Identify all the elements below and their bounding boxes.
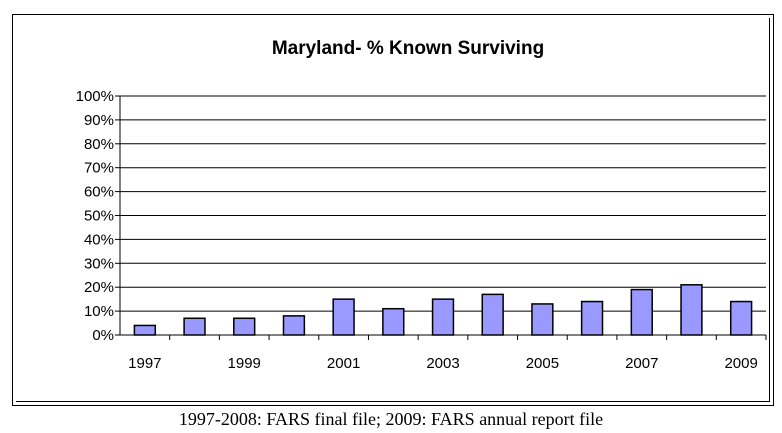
y-tick-label: 30% <box>84 255 114 272</box>
y-tick-label: 0% <box>92 327 114 344</box>
y-tick-label: 70% <box>84 160 114 177</box>
chart-title: Maryland- % Known Surviving <box>272 38 544 59</box>
bar-2001 <box>332 298 355 336</box>
y-tick-label: 10% <box>84 303 114 320</box>
y-tick-label: 90% <box>84 112 114 129</box>
chart-area-border <box>16 18 770 402</box>
bar-2002 <box>382 307 405 336</box>
y-tick-labels: 0% 10% 20% 30% 40% 50% 60% 70% 80% 90% 100% <box>76 88 114 344</box>
bar-2006 <box>580 300 604 336</box>
bar-1998 <box>183 317 206 336</box>
bar-2008 <box>680 284 703 336</box>
x-tick-label: 1999 <box>228 355 261 372</box>
bar-2004 <box>481 293 504 336</box>
source-caption: 1997-2008: FARS final file; 2009: FARS a… <box>178 409 604 429</box>
x-tick-label: 2009 <box>724 355 757 372</box>
bars <box>133 284 753 336</box>
chart-frame <box>12 14 774 406</box>
x-tick-label: 1997 <box>128 355 161 372</box>
bar-2009 <box>729 300 753 336</box>
y-tick-label: 60% <box>84 184 114 201</box>
gridlines <box>120 95 766 312</box>
x-tick-label: 2005 <box>526 355 559 372</box>
x-tick-label: 2001 <box>327 355 360 372</box>
axes <box>115 95 767 340</box>
bar-1999 <box>233 317 256 336</box>
x-tick-label: 2003 <box>426 355 459 372</box>
y-tick-label: 20% <box>84 279 114 296</box>
y-tick-label: 50% <box>84 208 114 225</box>
bar-2003 <box>431 298 455 336</box>
x-tick-labels: 1997 1999 2001 2003 2005 2007 2009 <box>128 355 758 372</box>
y-tick-label: 40% <box>84 231 114 248</box>
y-tick-label: 80% <box>84 136 114 153</box>
bar-2007 <box>630 288 653 336</box>
x-tick-label: 2007 <box>625 355 658 372</box>
bar-2000 <box>282 315 306 336</box>
bar-2005 <box>531 303 554 336</box>
bar-1997 <box>133 324 157 336</box>
y-tick-label: 100% <box>76 88 114 105</box>
